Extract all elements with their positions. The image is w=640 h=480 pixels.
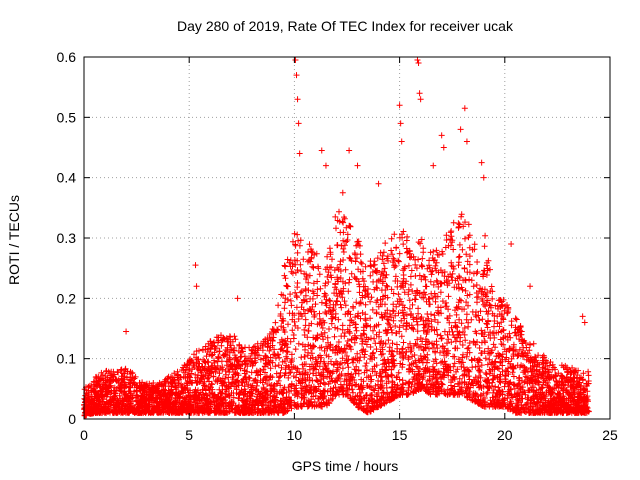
outlier-point [527,283,534,290]
y-axis-label: ROTI / TECUs [6,195,22,285]
outlier-point [579,313,586,320]
outlier-point [438,132,445,139]
outlier-point [192,262,199,269]
x-tick-label: 25 [602,427,618,443]
y-tick-label: 0.2 [57,290,77,306]
x-axis-label: GPS time / hours [292,458,399,474]
outlier-point [294,96,301,103]
outlier-point [457,126,464,133]
outlier-point [416,90,423,97]
x-tick-label: 5 [185,427,193,443]
outlier-point [346,147,353,154]
outlier-point [123,328,130,335]
data-points [81,57,592,419]
outlier-point [339,189,346,196]
outlier-point [414,57,421,64]
outlier-point [193,283,200,290]
outlier-point [293,72,300,79]
outlier-point [234,295,241,302]
outlier-point [292,57,299,64]
chart-title: Day 280 of 2019, Rate Of TEC Index for r… [177,18,514,34]
outlier-point [415,60,422,67]
y-tick-label: 0.6 [57,49,77,65]
outlier-point [318,147,325,154]
outlier-point [480,174,487,181]
outlier-point [417,96,424,103]
outlier-point [354,162,361,169]
y-tick-label: 0 [68,411,76,427]
x-tick-label: 20 [497,427,513,443]
outlier-point [398,138,405,145]
outlier-point [581,319,588,326]
y-tick-label: 0.4 [57,170,77,186]
x-tick-label: 15 [392,427,408,443]
y-tick-label: 0.1 [57,351,77,367]
outlier-point [440,144,447,151]
x-tick-label: 0 [80,427,88,443]
outlier-point [375,180,382,187]
outlier-point [322,162,329,169]
outlier-point [463,138,470,145]
axes: 0 5 10 15 20 25 0 0.1 0.2 0.3 0.4 0.5 0.6 [57,49,618,443]
roti-point-cloud [81,208,592,419]
y-tick-label: 0.5 [57,109,77,125]
outlier-point [508,241,515,248]
outlier-point [396,102,403,109]
outlier-point [397,120,404,127]
outlier-point [461,105,468,112]
y-tick-label: 0.3 [57,230,77,246]
outlier-point [478,159,485,166]
outlier-point [430,162,437,169]
outlier-point [296,150,303,157]
x-tick-label: 10 [287,427,303,443]
outlier-point [295,120,302,127]
